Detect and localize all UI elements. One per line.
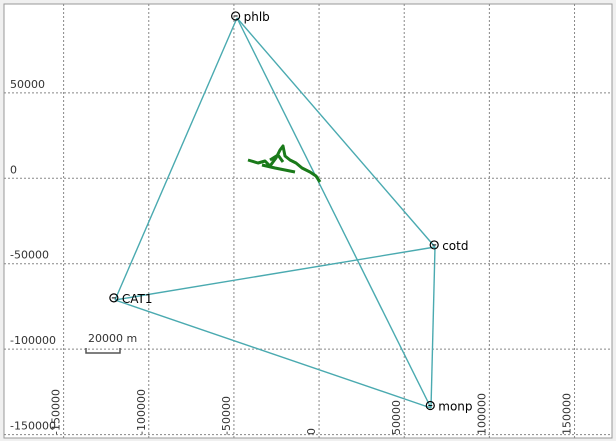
plot-area [3,3,613,439]
baseline [430,246,436,409]
baseline [236,17,436,248]
baseline [236,17,432,409]
scale-bar-label: 20000 m [88,332,137,345]
y-tick-label: 0 [10,163,17,176]
grid: -150000 -100000 -50000 0 50000 100000 150000 -1… [4,4,612,438]
x-tick-label: -150000 [50,389,63,435]
x-tick-label: -50000 [220,396,233,435]
station-label: CAT1 [122,292,153,306]
y-tick-label: -50000 [10,249,49,262]
x-tick-label: 150000 [561,393,574,435]
station-marker [231,11,241,21]
station-marker [429,240,439,250]
station-label: monp [438,400,472,414]
station-marker [425,400,435,411]
x-tick-label: 50000 [390,400,403,435]
stations: phlb cotd CAT1 monp [109,10,473,414]
baselines [114,17,436,409]
y-tick-label: 50000 [10,78,45,91]
x-tick-label: -100000 [135,389,148,435]
station-label: phlb [244,10,270,24]
station-marker [109,293,119,303]
y-tick-label: -150000 [10,420,56,433]
scale-bar: 20000 m [85,332,137,354]
trajectory [247,144,322,183]
station-label: cotd [442,239,468,253]
baseline [114,246,436,301]
x-tick-label: 100000 [475,393,488,435]
scale-bar-line [85,348,121,354]
x-tick-label: 0 [305,428,318,435]
baseline [114,299,432,409]
baseline [114,17,238,301]
y-tick-label: -100000 [10,334,56,347]
